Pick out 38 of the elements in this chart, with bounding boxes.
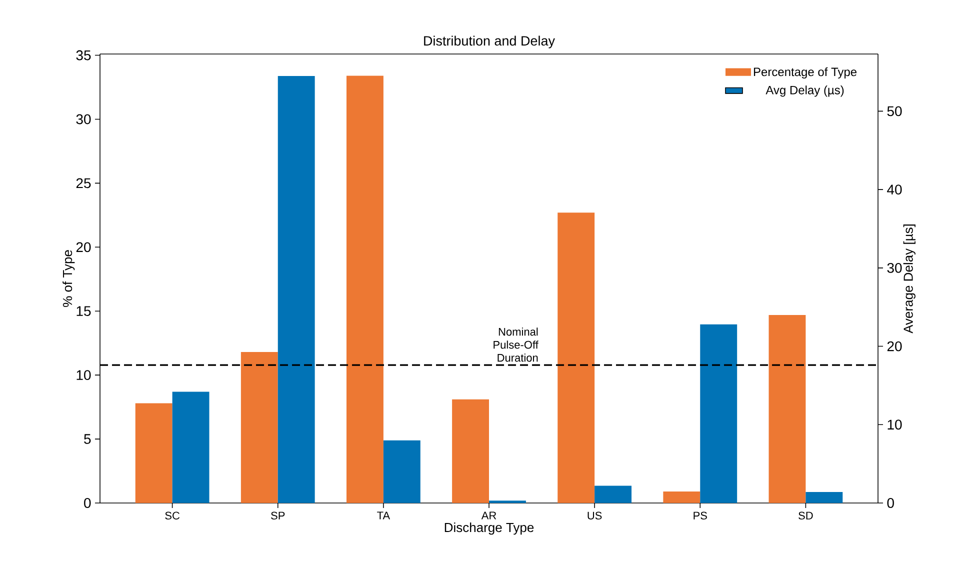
bar: [768, 314, 806, 503]
bar: [700, 324, 738, 503]
x-tick-label: SC: [165, 512, 180, 520]
x-tick-label: AR: [481, 512, 496, 520]
y-tick-label: 25: [76, 178, 91, 188]
y-tick-label: 10: [76, 370, 91, 380]
legend-label: Percentage of Type: [754, 67, 857, 79]
x-tick-label: US: [588, 512, 602, 520]
x-tick-label: SP: [271, 512, 285, 520]
y-tick-label: 30: [76, 114, 91, 124]
y-axis-title: % of Type: [62, 250, 75, 307]
bar: [663, 491, 700, 503]
bar: [452, 399, 490, 503]
y2-tick-label: 0: [887, 498, 894, 508]
bar: [346, 76, 384, 503]
y-tick-label: 20: [76, 242, 91, 252]
bar: [558, 212, 595, 503]
x-tick-label: PS: [694, 512, 707, 520]
y2-axis-title: Average Delay [µs]: [903, 224, 916, 334]
chart-title: Distribution and Delay: [424, 36, 555, 48]
y2-tick-label: 30: [887, 262, 902, 273]
y2-tick-label: 50: [887, 106, 902, 116]
bar: [806, 492, 843, 503]
legend-label: Avg Delay (µs): [766, 86, 844, 97]
x-tick-label: TA: [377, 512, 390, 520]
bar: [594, 486, 632, 503]
y-tick-label: 35: [76, 50, 91, 60]
y2-tick-label: 10: [888, 420, 902, 430]
x-tick-label: SD: [798, 512, 813, 520]
y-tick-label: 0: [84, 498, 91, 508]
x-axis-title: Discharge Type: [444, 522, 534, 535]
y-tick-label: 5: [84, 434, 91, 444]
bar: [278, 76, 315, 503]
ref-line-label: Nominal Pulse-Off Duration: [494, 328, 538, 362]
y2-tick-label: 40: [887, 184, 902, 195]
y2-tick-label: 20: [887, 341, 902, 352]
bar: [383, 440, 420, 503]
y-tick-label: 15: [76, 306, 91, 316]
